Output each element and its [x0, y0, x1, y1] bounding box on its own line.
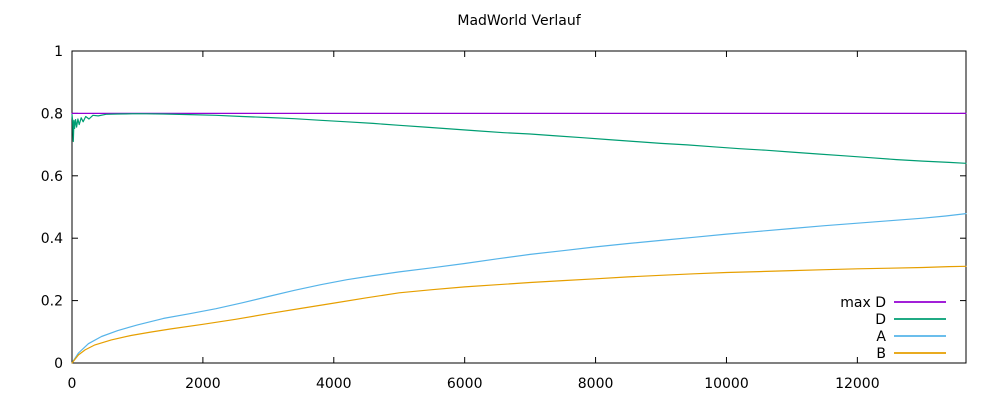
y-tick-label: 0.8: [41, 106, 63, 122]
x-tick-label: 0: [68, 376, 77, 392]
series-line-b: [71, 265, 967, 364]
y-tick-label: 1: [54, 44, 63, 60]
x-tick-label: 6000: [447, 376, 483, 392]
y-tick-label: 0.4: [41, 231, 63, 247]
x-tick-label: 10000: [704, 376, 749, 392]
chart-title: MadWorld Verlauf: [457, 13, 581, 29]
y-tick-label: 0: [54, 356, 63, 372]
legend-label-a: A: [876, 329, 886, 345]
y-tick-label: 0.2: [41, 294, 63, 310]
y-tick-label: 0.6: [41, 169, 63, 185]
plot-border: [71, 50, 967, 364]
series-line-a: [71, 213, 967, 364]
x-tick-label: 2000: [185, 376, 221, 392]
x-tick-label: 12000: [835, 376, 880, 392]
x-tick-label: 8000: [578, 376, 614, 392]
legend-label-max-d: max D: [840, 295, 886, 311]
legend-label-d: D: [875, 312, 886, 328]
series-line-d: [71, 113, 967, 164]
x-tick-label: 4000: [316, 376, 352, 392]
legend-label-b: B: [876, 346, 886, 362]
